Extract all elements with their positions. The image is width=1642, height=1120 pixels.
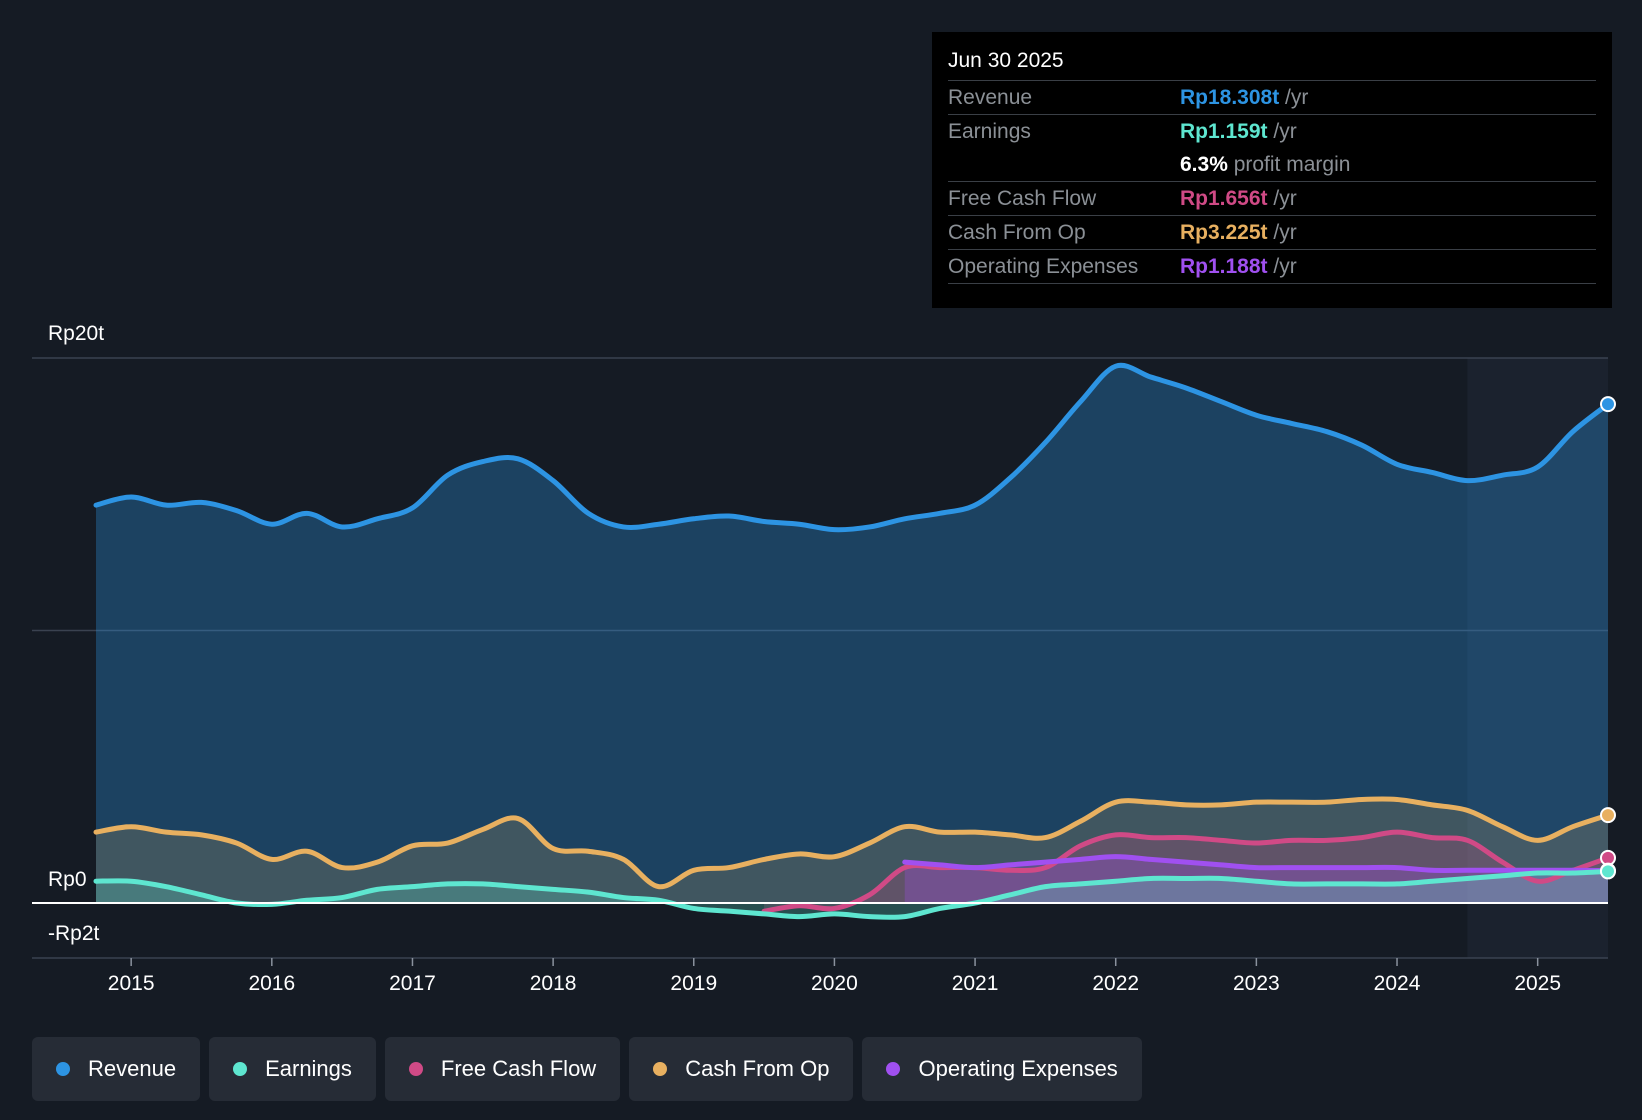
legend-item-operating-expenses[interactable]: Operating Expenses	[862, 1037, 1142, 1101]
tooltip-unit: /yr	[1267, 120, 1297, 143]
tooltip-label	[948, 148, 1180, 181]
legend-label: Operating Expenses	[918, 1056, 1118, 1081]
tooltip-label: Free Cash Flow	[948, 187, 1097, 210]
tooltip-value: Rp18.308t	[1180, 86, 1280, 109]
series-line-cash-from-op	[93, 796, 1611, 890]
chart: Rp20t Rp0 -Rp2t 2015 2016 2017 2018 2019 2020 202…	[32, 322, 1616, 995]
x-tick-label: 2015	[108, 972, 155, 995]
tooltip-unit: /yr	[1279, 86, 1309, 109]
x-tick-label: 2025	[1514, 972, 1561, 995]
series-line-operating-expenses	[902, 854, 1611, 874]
legend-dot-icon	[408, 1062, 423, 1076]
forecast-shade	[1467, 358, 1608, 958]
legend-dot-icon	[653, 1062, 668, 1076]
tooltip-unit: /yr	[1267, 255, 1297, 278]
x-tick-label: 2016	[248, 972, 295, 995]
legend-label: Cash From Op	[685, 1056, 830, 1081]
tooltip-value: Rp1.656t	[1180, 187, 1268, 210]
series-line-free-cash-flow	[761, 829, 1611, 914]
area-revenue	[96, 365, 1608, 904]
x-tick-label: 2022	[1092, 972, 1139, 995]
x-tick-label: 2021	[952, 972, 999, 995]
x-tick-label: 2023	[1233, 972, 1280, 995]
legend-label: Earnings	[265, 1056, 352, 1081]
tooltip-row-revenue: Revenue Rp18.308t /yr	[948, 81, 1596, 115]
tooltip-label: Operating Expenses	[948, 255, 1139, 278]
tooltip-value: Rp1.159t	[1180, 120, 1268, 143]
x-tick-label: 2018	[530, 972, 577, 995]
area-earnings	[96, 871, 1608, 918]
x-tick-label: 2017	[389, 972, 436, 995]
y-tick-label: -Rp2t	[48, 922, 100, 945]
y-tick-label: Rp20t	[48, 322, 104, 345]
series-line-earnings	[93, 868, 1611, 920]
tooltip-date: Jun 30 2025	[948, 46, 1596, 81]
tooltip-row-profit-margin: 6.3% profit margin	[948, 148, 1596, 182]
tooltip-unit: /yr	[1267, 187, 1297, 210]
tooltip-label: Earnings	[948, 120, 1031, 143]
tooltip-label: Revenue	[948, 86, 1033, 109]
legend-label: Free Cash Flow	[440, 1056, 597, 1081]
tooltip-unit: profit margin	[1227, 153, 1351, 176]
tooltip-row-free-cash-flow: Free Cash Flow Rp1.656t /yr	[948, 182, 1596, 216]
legend-item-earnings[interactable]: Earnings	[209, 1037, 376, 1101]
tooltip-row-operating-expenses: Operating Expenses Rp1.188t /yr	[948, 250, 1596, 284]
y-tick-label: Rp0	[48, 868, 87, 891]
legend-item-cash-from-op[interactable]: Cash From Op	[629, 1037, 854, 1101]
series-line-revenue	[93, 362, 1611, 533]
legend-item-revenue[interactable]: Revenue	[32, 1037, 201, 1101]
end-dot-revenue	[1600, 396, 1616, 413]
legend-dot-icon	[56, 1062, 70, 1076]
legend-dot-icon	[233, 1062, 248, 1076]
tooltip-row-earnings: Earnings Rp1.159t /yr	[948, 115, 1596, 148]
legend: Revenue Earnings Free Cash Flow Cash Fro…	[32, 1037, 1142, 1101]
tooltip-label: Cash From Op	[948, 221, 1086, 244]
x-tick-label: 2024	[1374, 972, 1421, 995]
x-tick-label: 2019	[670, 972, 717, 995]
legend-label: Revenue	[88, 1056, 177, 1081]
area-free-cash-flow	[764, 832, 1608, 912]
tooltip-panel: Jun 30 2025 Revenue Rp18.308t /yr Earnin…	[932, 32, 1612, 308]
tooltip-value: 6.3%	[1180, 153, 1228, 176]
tooltip-value: Rp1.188t	[1180, 255, 1268, 278]
x-tick-label: 2020	[811, 972, 858, 995]
tooltip-value: Rp3.225t	[1180, 221, 1268, 244]
end-dot-cash-from-op	[1600, 807, 1616, 824]
legend-dot-icon	[886, 1062, 901, 1076]
legend-item-free-cash-flow[interactable]: Free Cash Flow	[384, 1037, 621, 1101]
tooltip-unit: /yr	[1267, 221, 1297, 244]
tooltip-row-cash-from-op: Cash From Op Rp3.225t /yr	[948, 216, 1596, 250]
end-dot-earnings	[1600, 863, 1616, 880]
